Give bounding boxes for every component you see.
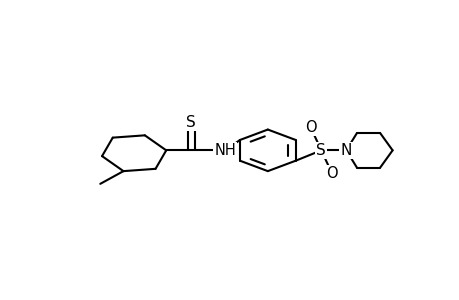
Text: O: O: [325, 166, 337, 181]
Text: NH: NH: [214, 143, 235, 158]
Text: S: S: [186, 115, 196, 130]
Text: S: S: [316, 143, 325, 158]
Text: O: O: [304, 120, 316, 135]
Text: N: N: [340, 143, 351, 158]
